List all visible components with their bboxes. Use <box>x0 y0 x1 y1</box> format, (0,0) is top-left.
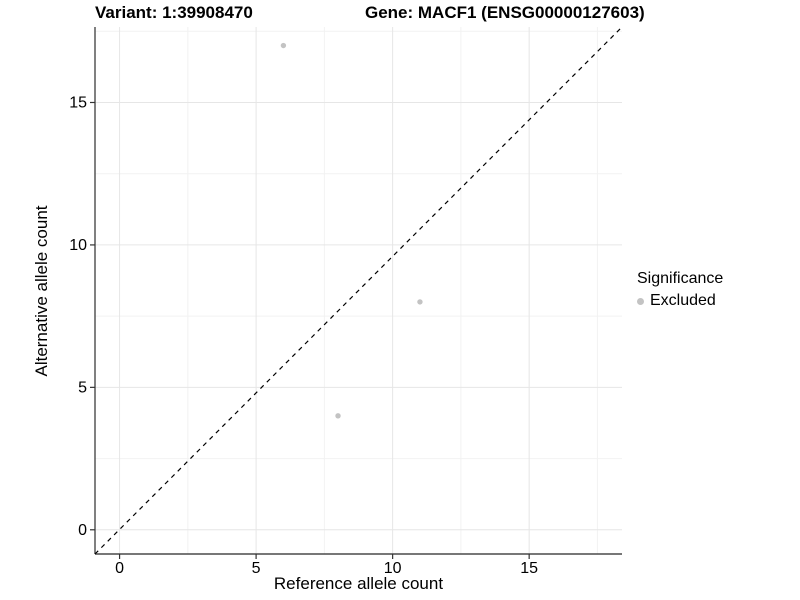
x-tick-label: 10 <box>384 560 402 577</box>
y-axis-title: Alternative allele count <box>32 205 51 377</box>
x-tick-label: 5 <box>252 560 261 577</box>
data-point <box>417 299 423 305</box>
identity-reference-line <box>94 26 623 555</box>
plot-title-gene: Gene: MACF1 (ENSG00000127603) <box>365 3 645 22</box>
y-tick-label: 5 <box>78 379 87 396</box>
y-tick-label: 15 <box>69 94 87 111</box>
y-tick-label: 10 <box>69 237 87 254</box>
y-tick-label: 0 <box>78 522 87 539</box>
legend-title: Significance <box>637 270 724 287</box>
legend: Significance Excluded <box>637 270 723 310</box>
legend-point-icon <box>637 297 644 305</box>
legend-entry-label: Excluded <box>650 292 716 309</box>
legend-entry-excluded: Excluded <box>637 292 723 310</box>
data-point <box>280 42 287 49</box>
x-tick-label: 0 <box>115 560 124 577</box>
x-tick-label: 15 <box>520 560 538 577</box>
data-point <box>335 413 341 419</box>
x-axis-title: Reference allele count <box>273 574 444 593</box>
plot-title-variant: Variant: 1:39908470 <box>95 3 253 22</box>
